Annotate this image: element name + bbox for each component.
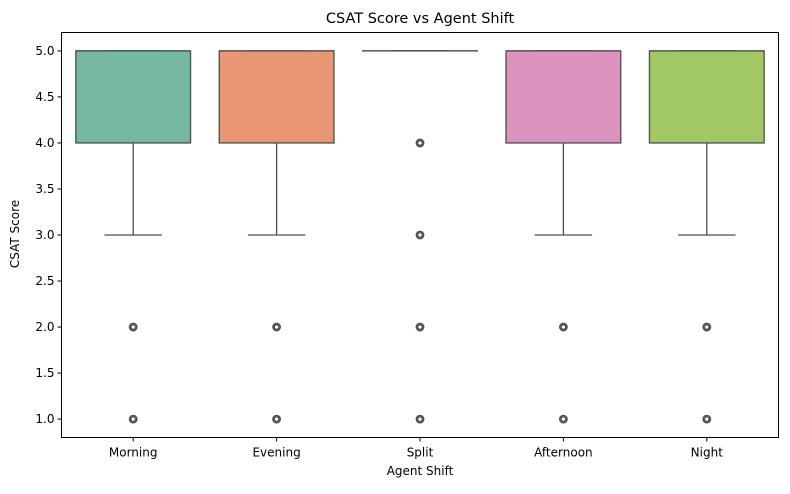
y-tick-label: 1.0 <box>35 412 54 426</box>
outlier-point-inner <box>705 417 709 421</box>
box-body <box>219 51 334 143</box>
y-tick-label: 2.5 <box>35 274 54 288</box>
box-group-night <box>649 51 764 423</box>
y-tick-label: 3.0 <box>35 228 54 242</box>
y-axis-label: CSAT Score <box>8 200 22 268</box>
x-tick-label: Morning <box>109 446 158 460</box>
box-group-evening <box>219 51 334 423</box>
box-group-afternoon <box>506 51 621 423</box>
outlier-point-inner <box>274 325 278 329</box>
x-tick-label: Evening <box>252 446 300 460</box>
x-tick-label: Night <box>691 446 724 460</box>
x-axis-label: Agent Shift <box>387 464 454 478</box>
box-body <box>649 51 764 143</box>
outlier-point-inner <box>418 325 422 329</box>
x-tick-label: Afternoon <box>534 446 593 460</box>
outlier-point-inner <box>418 141 422 145</box>
outlier-point-inner <box>418 233 422 237</box>
y-tick-label: 1.5 <box>35 366 54 380</box>
box-group-morning <box>76 51 191 423</box>
chart-title: CSAT Score vs Agent Shift <box>326 11 515 27</box>
box-body <box>76 51 191 143</box>
outlier-point-inner <box>131 325 135 329</box>
y-tick-label: 5.0 <box>35 44 54 58</box>
y-tick-label: 2.0 <box>35 320 54 334</box>
box-group-split <box>363 51 478 423</box>
outlier-point-inner <box>274 417 278 421</box>
outlier-point-inner <box>418 417 422 421</box>
box-body <box>506 51 621 143</box>
y-tick-label: 4.5 <box>35 90 54 104</box>
outlier-point-inner <box>131 417 135 421</box>
outlier-point-inner <box>561 417 565 421</box>
outlier-point-inner <box>705 325 709 329</box>
outlier-point-inner <box>561 325 565 329</box>
y-tick-label: 3.5 <box>35 182 54 196</box>
x-tick-label: Split <box>407 446 434 460</box>
plot-area <box>76 51 764 423</box>
y-tick-label: 4.0 <box>35 136 54 150</box>
